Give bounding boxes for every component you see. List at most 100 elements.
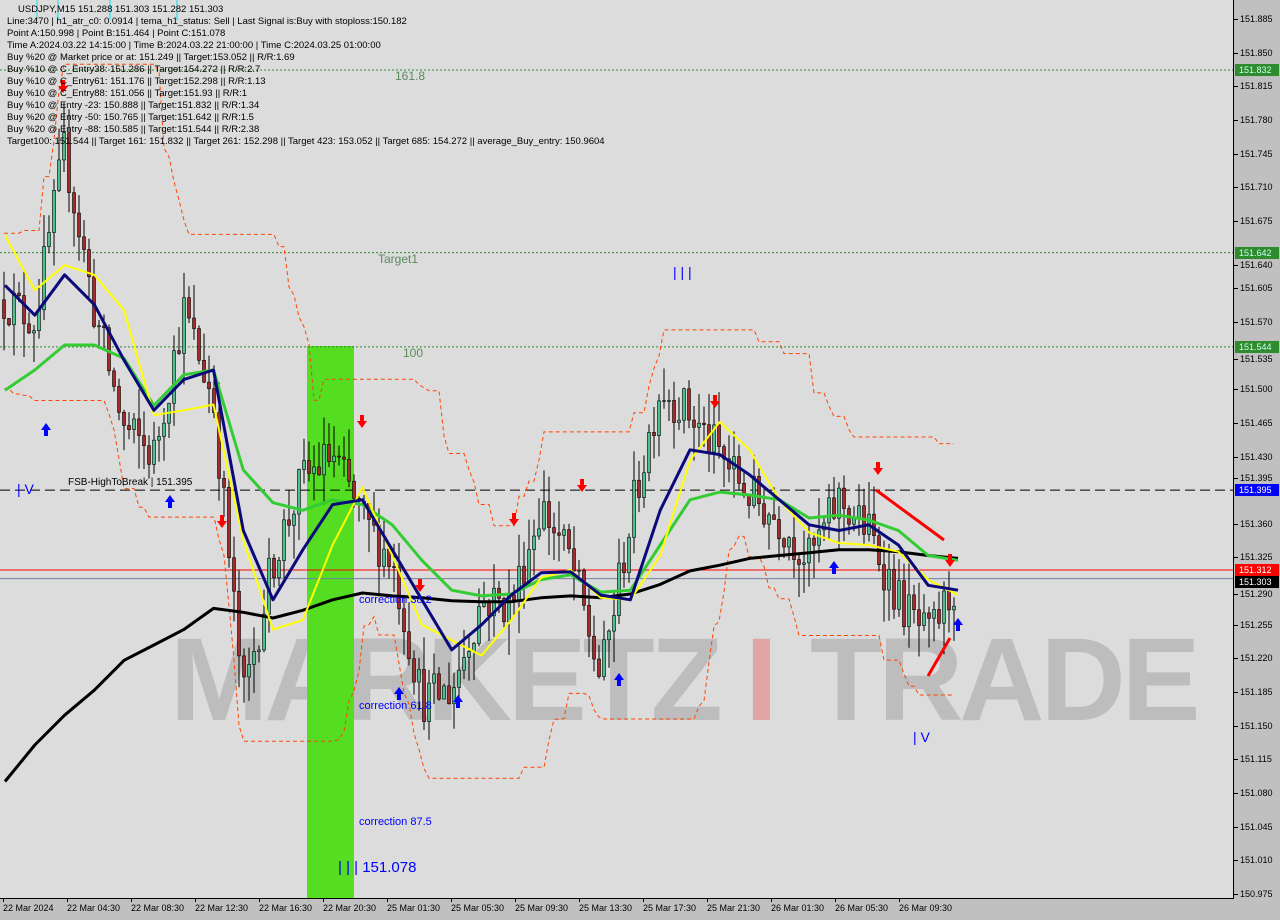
candle-bull — [432, 673, 436, 684]
candle-bull — [162, 422, 166, 437]
price-tick: 151.640 — [1234, 259, 1273, 270]
candle-bear — [702, 422, 706, 425]
candle-bull — [427, 682, 431, 722]
candle-bear — [87, 249, 91, 278]
time-tick: 22 Mar 08:30 — [131, 898, 185, 913]
candle-bear — [927, 612, 931, 619]
candle-bear — [222, 477, 226, 488]
symbol-line: USDJPY,M15 151.288 151.303 151.282 151.3… — [18, 4, 224, 15]
candle-bear — [672, 400, 676, 423]
info-line: Buy %20 @ Market price or at: 151.249 ||… — [7, 52, 295, 63]
candle-bear — [77, 212, 81, 238]
candle-bull — [607, 630, 611, 641]
candle-bear — [622, 562, 626, 574]
envelope-lower — [4, 388, 954, 779]
candle-bull — [452, 687, 456, 705]
candle-bull — [62, 132, 66, 161]
price-tick: 151.185 — [1234, 687, 1273, 698]
correction-38-label: correction 38.2 — [359, 594, 432, 606]
candle-bear — [747, 495, 751, 506]
candle-bull — [57, 159, 61, 191]
candle-bull — [417, 669, 421, 683]
time-tick: 25 Mar 09:30 — [515, 898, 569, 913]
candle-bull — [262, 613, 266, 651]
target1-label: Target1 — [378, 252, 419, 266]
candle-bull — [297, 469, 301, 515]
info-line: Buy %10 @ C_Entry61: 151.176 || Target:1… — [7, 76, 266, 87]
price-tick: 151.675 — [1234, 215, 1273, 226]
candle-bear — [272, 557, 276, 579]
candle-bull — [887, 568, 891, 591]
candle-bear — [412, 658, 416, 683]
moving-average-black — [3, 548, 959, 783]
candle-bull — [787, 537, 791, 548]
price-tick: 151.885 — [1234, 14, 1273, 24]
price-chart-svg — [0, 0, 1233, 898]
candle-bull — [42, 246, 46, 311]
price-level-badge: 151.544 — [1235, 340, 1279, 353]
candle-bull — [817, 529, 821, 546]
candle-bull — [282, 519, 286, 561]
candle-bull — [252, 651, 256, 665]
candle-bear — [937, 609, 941, 624]
candle-bull — [562, 529, 566, 536]
candle-bear — [522, 565, 526, 585]
candle-bull — [682, 388, 686, 421]
candle-bear — [307, 460, 311, 474]
candle-bull — [647, 432, 651, 474]
candle-bull — [457, 669, 461, 688]
candle-bull — [52, 190, 56, 233]
time-tick: 25 Mar 17:30 — [643, 898, 697, 913]
candle-bear — [142, 435, 146, 447]
candle-bear — [842, 487, 846, 509]
candle-bull — [322, 444, 326, 476]
price-tick: 151.080 — [1234, 788, 1273, 799]
price-tick: 151.780 — [1234, 114, 1273, 125]
candle-bull — [532, 535, 536, 550]
candle-bear — [502, 598, 506, 623]
time-tick: 25 Mar 21:30 — [707, 898, 761, 913]
candle-bull — [47, 232, 51, 247]
candle-bull — [132, 418, 136, 430]
price-tick: 151.360 — [1234, 518, 1273, 529]
candle-bear — [447, 685, 451, 705]
candle-bear — [147, 445, 151, 465]
candle-bull — [302, 460, 306, 470]
candle-bear — [687, 388, 691, 421]
candle-bull — [897, 580, 901, 610]
moving-average-navy — [3, 273, 959, 652]
candle-bull — [697, 422, 701, 428]
info-line: Time A:2024.03.22 14:15:00 | Time B:2024… — [7, 40, 381, 51]
candle-bull — [467, 651, 471, 658]
candle-bear — [137, 418, 141, 436]
candle-bear — [567, 529, 571, 549]
candle-bear — [727, 458, 731, 470]
sell-arrow-icon — [945, 554, 955, 567]
candle-bear — [587, 605, 591, 637]
candle-bear — [392, 566, 396, 568]
price-tick: 151.710 — [1234, 182, 1273, 193]
chart-plot-area[interactable]: MARKETZ I TRADE USDJPY,M15 151.288 151.3… — [0, 0, 1234, 899]
candle-bull — [517, 565, 521, 601]
candle-bear — [832, 497, 836, 519]
candle-bull — [462, 656, 466, 671]
candle-bear — [197, 328, 201, 361]
price-axis[interactable]: 151.832 151.642 151.544 151.395 151.312 151.3… — [1234, 0, 1280, 899]
candle-bear — [912, 594, 916, 611]
info-line: Point A:150.998 | Point B:151.464 | Poin… — [7, 28, 226, 39]
candle-bull — [802, 562, 806, 565]
candle-bear — [547, 501, 551, 528]
candle-bull — [677, 419, 681, 423]
candle-bull — [577, 569, 581, 572]
price-level-badge: 151.312 — [1235, 563, 1279, 576]
candle-bear — [342, 456, 346, 460]
candle-bull — [257, 649, 261, 652]
candle-bull — [332, 455, 336, 463]
candle-bear — [557, 532, 561, 536]
sell-arrow-icon — [415, 579, 425, 592]
candle-bull — [662, 400, 666, 402]
info-line: Buy %20 @ Entry -88: 150.585 || Target:1… — [7, 124, 260, 135]
candle-bear — [762, 503, 766, 525]
price-level-badge: 151.642 — [1235, 246, 1279, 259]
candle-bear — [347, 458, 351, 482]
